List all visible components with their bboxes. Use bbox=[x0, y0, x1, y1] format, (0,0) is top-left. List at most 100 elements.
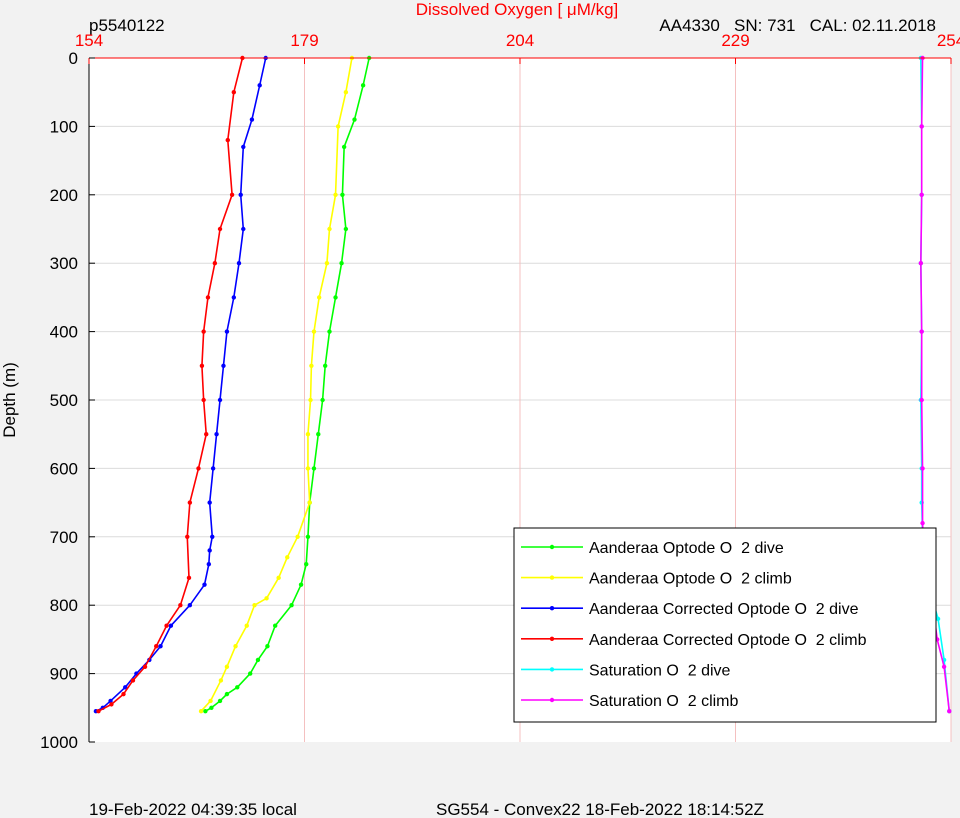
data-point bbox=[218, 678, 224, 683]
series-2 bbox=[198, 55, 355, 714]
sensor-info-label: AA4330 SN: 731 CAL: 02.11.2018 bbox=[659, 16, 936, 35]
legend-item: Aanderaa Optode O 2 dive bbox=[521, 540, 784, 557]
data-point bbox=[231, 90, 237, 95]
legend-marker bbox=[549, 697, 555, 703]
data-point bbox=[199, 363, 205, 368]
data-point bbox=[257, 83, 262, 88]
data-point bbox=[360, 83, 366, 88]
data-point bbox=[109, 702, 114, 707]
legend-marker bbox=[549, 606, 555, 611]
data-point bbox=[241, 226, 246, 232]
legend-item: Aanderaa Corrected Optode O 2 climb bbox=[521, 632, 867, 649]
data-point bbox=[305, 466, 311, 471]
data-point bbox=[142, 664, 148, 669]
data-point bbox=[210, 534, 215, 539]
data-point bbox=[154, 644, 159, 649]
data-point bbox=[236, 261, 242, 266]
data-point bbox=[311, 329, 317, 334]
footer-local-time: 19-Feb-2022 04:39:35 local bbox=[89, 800, 297, 818]
data-point bbox=[221, 363, 226, 368]
data-point bbox=[217, 698, 223, 704]
data-point bbox=[264, 596, 269, 601]
y-tick-label: 900 bbox=[50, 665, 78, 684]
data-point bbox=[206, 561, 212, 567]
data-point bbox=[339, 261, 344, 266]
data-point bbox=[201, 397, 206, 403]
y-tick-label: 300 bbox=[50, 254, 78, 273]
data-point bbox=[207, 548, 212, 553]
data-point bbox=[168, 623, 174, 628]
data-point bbox=[289, 603, 294, 608]
data-point bbox=[341, 144, 347, 150]
legend: Aanderaa Optode O 2 dive Aanderaa Optode … bbox=[513, 527, 937, 723]
data-point bbox=[158, 644, 163, 649]
data-point bbox=[249, 117, 255, 122]
data-point bbox=[233, 644, 238, 649]
legend-item: Aanderaa Corrected Optode O 2 dive bbox=[521, 601, 859, 618]
data-point bbox=[919, 329, 924, 334]
y-tick-label: 500 bbox=[50, 391, 78, 410]
data-point bbox=[224, 664, 230, 669]
y-tick-label: 600 bbox=[50, 459, 78, 478]
data-point bbox=[130, 678, 136, 683]
data-point bbox=[205, 295, 211, 300]
data-point bbox=[247, 671, 253, 676]
data-point bbox=[252, 603, 257, 608]
legend-label: Aanderaa Corrected Optode O 2 dive bbox=[589, 601, 859, 618]
y-tick-label: 700 bbox=[50, 528, 78, 547]
y-tick-label: 200 bbox=[50, 186, 78, 205]
data-point bbox=[309, 363, 314, 368]
data-point bbox=[919, 397, 924, 403]
x-tick-label: 154 bbox=[75, 31, 103, 50]
legend-box bbox=[513, 527, 937, 723]
data-point bbox=[919, 192, 924, 197]
series-3 bbox=[93, 55, 268, 714]
data-point bbox=[244, 623, 249, 628]
x-tick-labels: 154 179 204 229 254 bbox=[75, 31, 960, 64]
legend-item: Saturation O 2 climb bbox=[521, 693, 739, 710]
legend-label: Saturation O 2 climb bbox=[589, 693, 739, 710]
data-point bbox=[316, 432, 321, 437]
data-point bbox=[276, 575, 281, 581]
data-point bbox=[333, 192, 338, 197]
data-point bbox=[307, 500, 312, 505]
data-point bbox=[272, 623, 278, 628]
legend-item: Aanderaa Optode O 2 climb bbox=[521, 571, 792, 588]
data-series bbox=[93, 55, 952, 714]
data-point bbox=[311, 466, 317, 471]
y-axis-title: Depth (m) bbox=[0, 362, 19, 438]
series-line bbox=[920, 57, 951, 712]
x-tick-label: 204 bbox=[506, 31, 534, 50]
data-point bbox=[186, 575, 192, 581]
data-point bbox=[320, 397, 325, 403]
series-line bbox=[200, 57, 353, 712]
data-point bbox=[343, 90, 349, 95]
x-tick-label: 179 bbox=[290, 31, 318, 50]
data-point bbox=[335, 124, 341, 129]
y-tick-label: 400 bbox=[50, 323, 78, 342]
y-tick-label: 800 bbox=[50, 596, 78, 615]
profile-id-label: p5540122 bbox=[89, 16, 165, 35]
data-point bbox=[352, 117, 357, 122]
legend-item: Saturation O 2 dive bbox=[521, 662, 731, 679]
data-point bbox=[231, 295, 237, 300]
data-point bbox=[225, 137, 230, 143]
data-point bbox=[327, 329, 332, 334]
data-point bbox=[920, 466, 925, 471]
data-point bbox=[202, 582, 207, 587]
data-point bbox=[947, 709, 952, 714]
legend-label: Aanderaa Corrected Optode O 2 climb bbox=[589, 632, 867, 649]
data-point bbox=[196, 466, 201, 471]
data-point bbox=[108, 698, 113, 704]
data-point bbox=[265, 644, 270, 649]
data-point bbox=[918, 261, 924, 266]
data-point bbox=[207, 500, 212, 505]
data-point bbox=[919, 124, 924, 129]
data-point bbox=[304, 561, 309, 567]
legend-marker bbox=[549, 575, 555, 580]
data-point bbox=[327, 226, 332, 232]
y-tick-labels: 0 100 200 300 400 500 600 700 800 900 1000 bbox=[40, 49, 95, 752]
data-point bbox=[187, 500, 193, 505]
data-point bbox=[324, 261, 330, 266]
